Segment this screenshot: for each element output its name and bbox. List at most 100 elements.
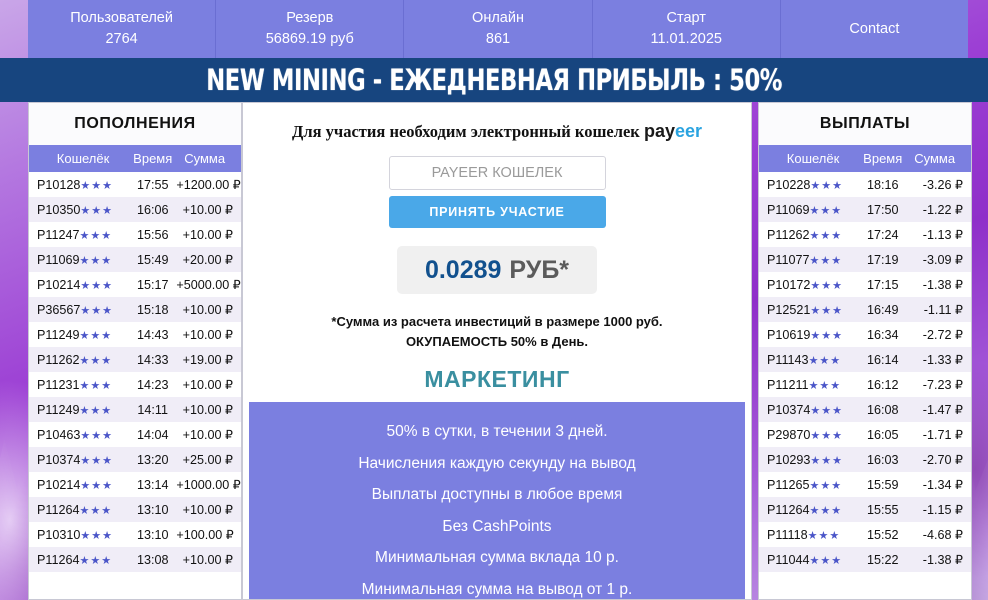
- cell-amount: +100.00 ₽: [176, 522, 241, 547]
- cell-time: 18:16: [859, 172, 907, 197]
- cell-amount: -1.13 ₽: [906, 222, 971, 247]
- cell-time: 17:15: [859, 272, 907, 297]
- wallet-id: P10128: [37, 177, 81, 192]
- rate-display-box: 0.0289 РУБ*: [397, 246, 597, 294]
- cell-amount: +10.00 ₽: [176, 547, 241, 572]
- stars-icon: ★★★: [80, 529, 114, 542]
- stars-icon: ★★★: [810, 179, 844, 192]
- wallet-id: P11077: [767, 252, 810, 267]
- cell-time: 17:24: [859, 222, 907, 247]
- payeer-wallet-input[interactable]: [388, 156, 606, 190]
- table-row: P11262★★★ 17:24 -1.13 ₽: [759, 222, 971, 247]
- cell-amount: +5000.00 ₽: [176, 272, 241, 297]
- stars-icon: ★★★: [809, 504, 843, 517]
- stat-label-reserve: Резерв: [286, 10, 334, 27]
- cell-amount: +19.00 ₽: [176, 347, 241, 372]
- wallet-id: P11262: [767, 227, 810, 242]
- cell-wallet: P29870★★★: [759, 422, 860, 447]
- cell-amount: +10.00 ₽: [176, 197, 241, 222]
- cell-amount: -1.11 ₽: [906, 297, 971, 322]
- table-row: P10128★★★ 17:55 +1200.00 ₽: [29, 172, 241, 197]
- wallet-id: P10172: [767, 277, 811, 292]
- stars-icon: ★★★: [80, 279, 114, 292]
- content-columns: ПОПОЛНЕНИЯ Кошелёк Время Сумма P10128★★★…: [0, 102, 988, 600]
- cell-wallet: P11264★★★: [29, 497, 130, 522]
- cell-time: 15:49: [129, 247, 177, 272]
- stars-icon: ★★★: [809, 229, 843, 242]
- cell-wallet: P10128★★★: [29, 172, 130, 197]
- marketing-line: Начисления каждую секунду на вывод: [358, 454, 636, 472]
- cell-time: 17:50: [859, 197, 907, 222]
- cell-wallet: P11069★★★: [759, 197, 860, 222]
- cell-amount: +10.00 ₽: [176, 222, 241, 247]
- deposits-panel-title: ПОПОЛНЕНИЯ: [29, 103, 241, 145]
- cell-time: 14:33: [129, 347, 177, 372]
- cell-time: 15:56: [129, 222, 177, 247]
- cell-wallet: P11118★★★: [759, 522, 860, 547]
- table-row: P10293★★★ 16:03 -2.70 ₽: [759, 447, 971, 472]
- wallet-id: P10214: [37, 277, 81, 292]
- cell-time: 15:55: [859, 497, 907, 522]
- wallet-id: P10214: [37, 477, 81, 492]
- stars-icon: ★★★: [80, 204, 114, 217]
- nav-link-contact[interactable]: Contact: [781, 0, 968, 58]
- cell-time: 15:59: [859, 472, 907, 497]
- cell-time: 15:18: [129, 297, 177, 322]
- investment-note-line-2: ОКУПАЕМОСТЬ 50% в День.: [405, 334, 589, 350]
- stars-icon: ★★★: [808, 354, 842, 367]
- payouts-panel-title: ВЫПЛАТЫ: [759, 103, 971, 145]
- payouts-col-time: Время: [859, 145, 907, 172]
- stars-icon: ★★★: [80, 479, 114, 492]
- cell-wallet: P10619★★★: [759, 322, 860, 347]
- cell-wallet: P11211★★★: [759, 372, 860, 397]
- payeer-logo-eer: eer: [674, 121, 703, 141]
- stat-value-reserve: 56869.19 руб: [265, 31, 354, 47]
- table-row: P10228★★★ 18:16 -3.26 ₽: [759, 172, 971, 197]
- cell-wallet: P11264★★★: [29, 547, 130, 572]
- wallet-id: P10293: [767, 452, 811, 467]
- stars-icon: ★★★: [79, 379, 113, 392]
- table-row: P29870★★★ 16:05 -1.71 ₽: [759, 422, 971, 447]
- table-row: P10214★★★ 15:17 +5000.00 ₽: [29, 272, 241, 297]
- cell-wallet: P10374★★★: [29, 447, 130, 472]
- stars-icon: ★★★: [79, 504, 113, 517]
- cell-wallet: P11262★★★: [759, 222, 860, 247]
- cell-amount: -3.09 ₽: [906, 247, 971, 272]
- cell-wallet: P11231★★★: [29, 372, 130, 397]
- cell-wallet: P11069★★★: [29, 247, 130, 272]
- stars-icon: ★★★: [810, 429, 844, 442]
- payouts-table: Кошелёк Время Сумма P10228★★★ 18:16 -3.26 …: [759, 145, 971, 572]
- marketing-box: 50% в сутки, в течении 3 дней. Начисления…: [249, 402, 745, 599]
- top-stats-bar: Пользователей 2764 Резерв 56869.19 руб О…: [28, 0, 968, 58]
- cell-amount: +20.00 ₽: [176, 247, 241, 272]
- cell-wallet: P10374★★★: [759, 397, 860, 422]
- stars-icon: ★★★: [808, 379, 842, 392]
- deposits-col-sum: Сумма: [176, 145, 241, 172]
- table-row: P10214★★★ 13:14 +1000.00 ₽: [29, 472, 241, 497]
- cell-time: 13:20: [129, 447, 177, 472]
- table-row: P10310★★★ 13:10 +100.00 ₽: [29, 522, 241, 547]
- cell-time: 15:22: [859, 547, 907, 572]
- cell-wallet: P11044★★★: [759, 547, 860, 572]
- stars-icon: ★★★: [810, 329, 844, 342]
- wallet-id: P10228: [767, 177, 811, 192]
- deposits-table-body: P10128★★★ 17:55 +1200.00 ₽ P10350★★★ 16:06 +1…: [29, 172, 241, 572]
- cell-time: 16:06: [129, 197, 177, 222]
- marketing-line: Выплаты доступны в любое время: [371, 486, 623, 504]
- payouts-panel: ВЫПЛАТЫ Кошелёк Время Сумма P10228★★★ 18:…: [758, 102, 972, 600]
- cell-time: 14:23: [129, 372, 177, 397]
- cell-amount: -1.47 ₽: [906, 397, 971, 422]
- cell-amount: +25.00 ₽: [176, 447, 241, 472]
- stat-value-users: 2764: [105, 31, 138, 47]
- deposits-table: Кошелёк Время Сумма P10128★★★ 17:55 +1200.…: [29, 145, 241, 572]
- cell-time: 14:11: [129, 397, 177, 422]
- cell-time: 15:17: [129, 272, 177, 297]
- center-panel: Для участия необходим электронный кошеле…: [242, 102, 752, 600]
- table-row: P11265★★★ 15:59 -1.34 ₽: [759, 472, 971, 497]
- cell-time: 16:05: [859, 422, 907, 447]
- table-row: P11247★★★ 15:56 +10.00 ₽: [29, 222, 241, 247]
- marketing-title: МАРКЕТИНГ: [424, 366, 570, 393]
- stat-value-online: 861: [485, 31, 511, 47]
- join-button[interactable]: ПРИНЯТЬ УЧАСТИЕ: [388, 196, 606, 228]
